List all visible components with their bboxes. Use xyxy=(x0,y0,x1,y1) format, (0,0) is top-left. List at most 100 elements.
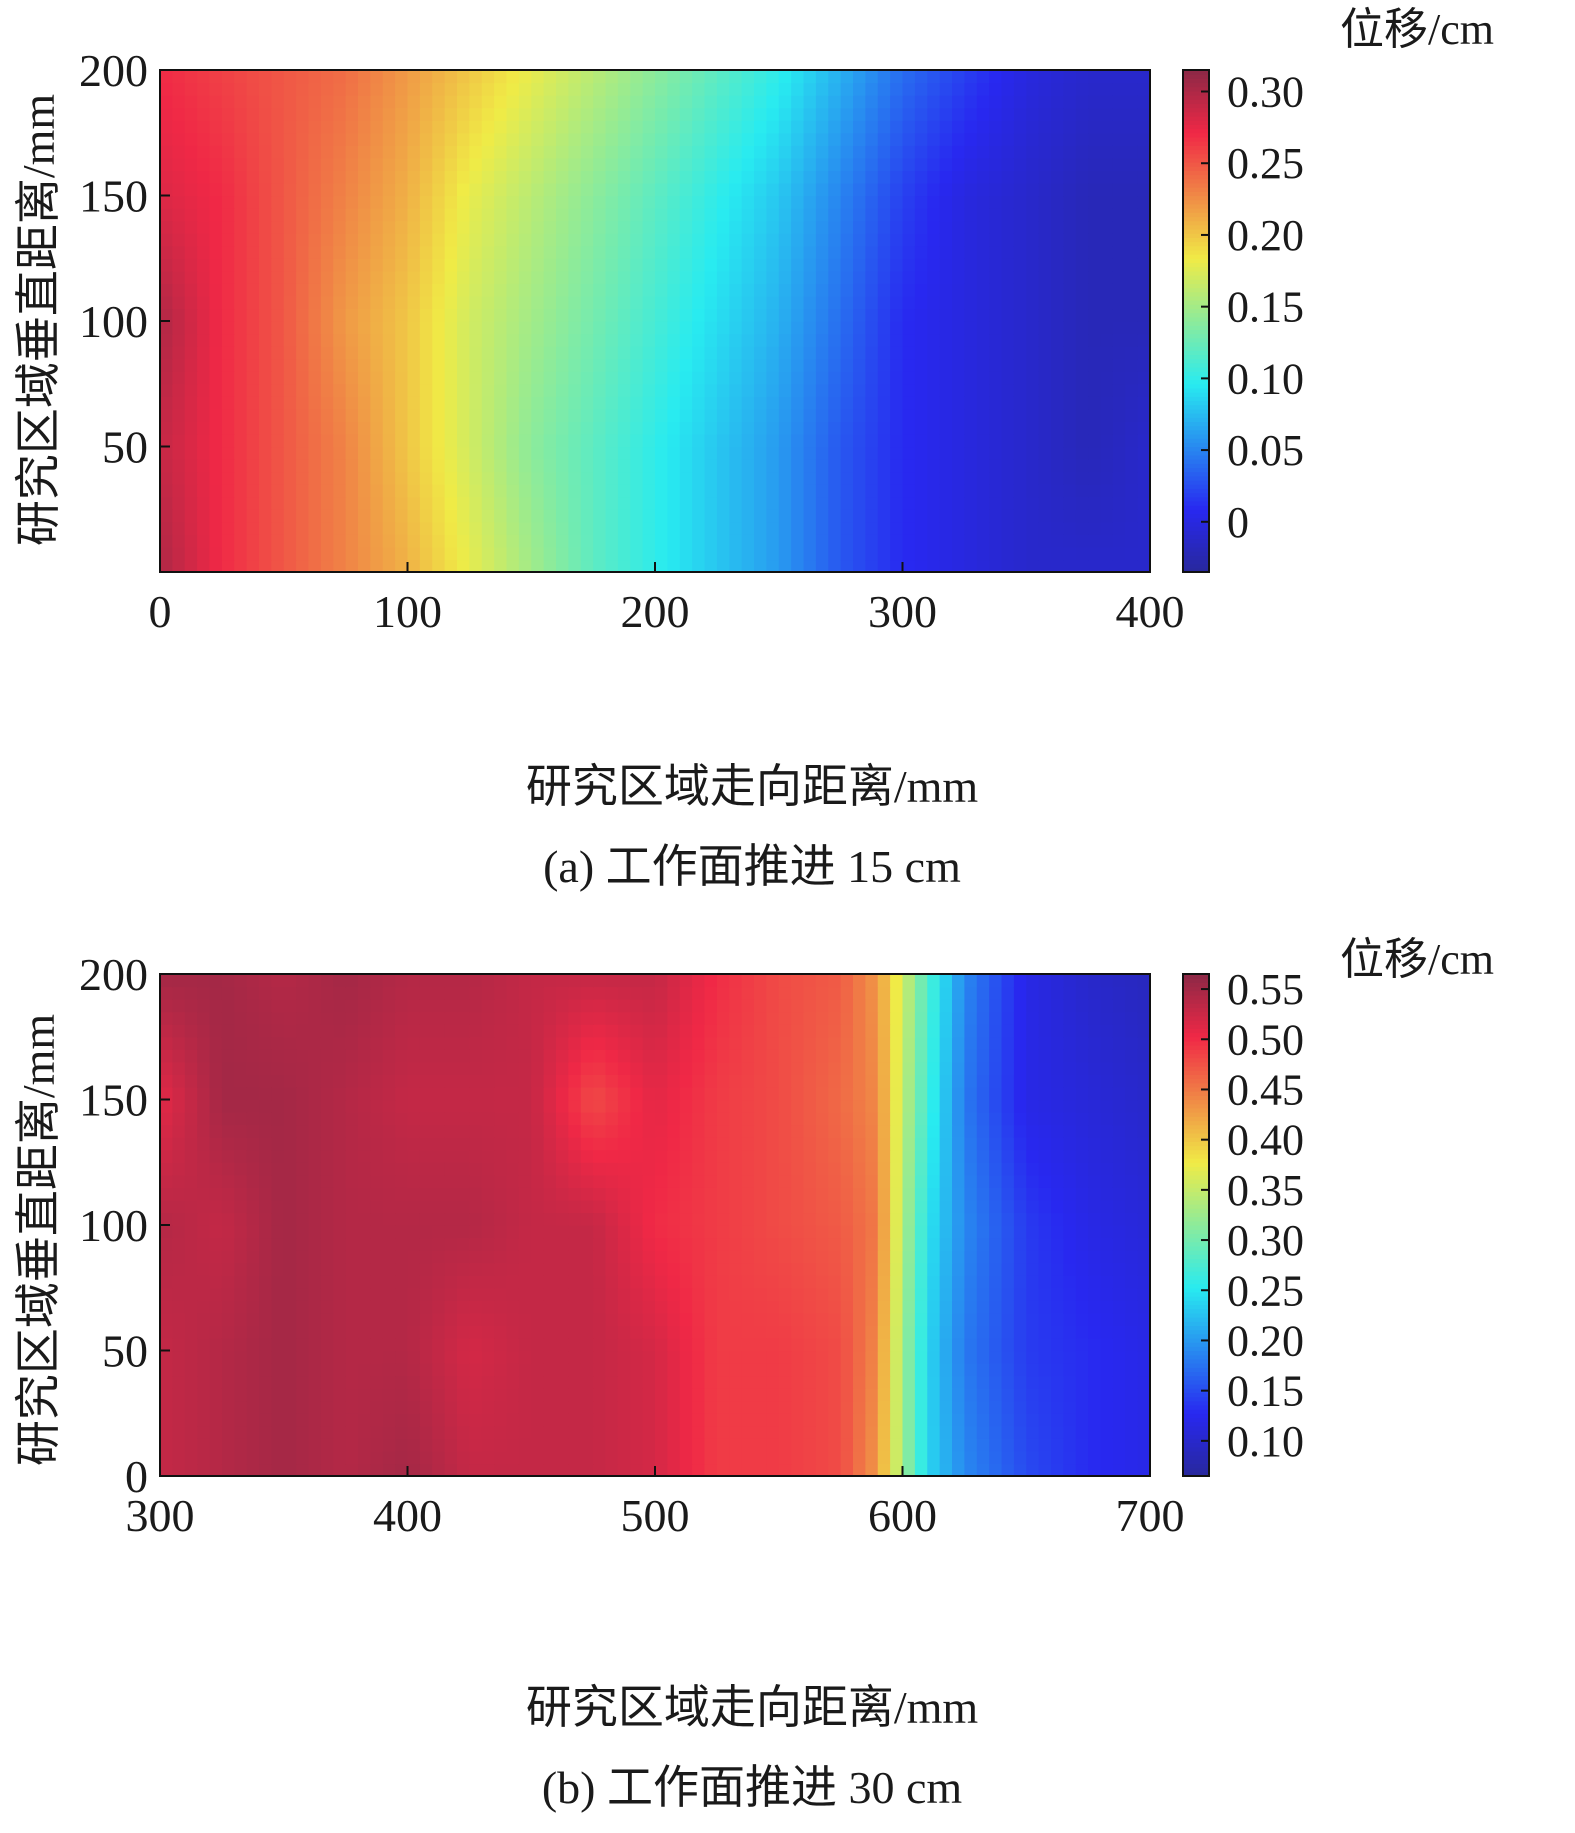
heatmap-cell xyxy=(828,408,842,422)
heatmap-cell xyxy=(469,1237,483,1251)
heatmap-cell xyxy=(766,321,780,335)
heatmap-cell xyxy=(184,220,198,234)
heatmap-cell xyxy=(815,1275,829,1289)
heatmap-cell xyxy=(1051,208,1064,222)
heatmap-cell xyxy=(296,371,310,385)
heatmap-cell xyxy=(667,484,681,498)
heatmap-cell xyxy=(754,157,767,171)
heatmap-cell xyxy=(234,484,248,498)
heatmap-cell xyxy=(828,1237,842,1251)
heatmap-cell xyxy=(692,308,706,322)
colorbar-step xyxy=(1183,90,1209,96)
heatmap-cell xyxy=(1051,1300,1064,1314)
heatmap-cell xyxy=(1137,1375,1151,1389)
heatmap-cell xyxy=(716,408,730,422)
heatmap-cell xyxy=(716,1312,730,1326)
heatmap-cell xyxy=(518,1388,532,1402)
heatmap-cell xyxy=(419,145,433,159)
heatmap-cell xyxy=(518,270,532,284)
heatmap-cell xyxy=(952,220,965,234)
heatmap-cell xyxy=(1051,546,1064,561)
heatmap-cell xyxy=(419,1287,433,1301)
heatmap-cell xyxy=(927,107,941,121)
heatmap-cell xyxy=(234,1337,248,1352)
heatmap-cell xyxy=(853,170,866,184)
heatmap-cell xyxy=(494,509,508,523)
heatmap-cell xyxy=(964,1262,978,1276)
heatmap-cell xyxy=(543,1287,557,1301)
heatmap-cell xyxy=(494,220,508,234)
heatmap-cell xyxy=(320,170,334,184)
heatmap-cell xyxy=(1063,333,1077,347)
heatmap-cell xyxy=(1125,396,1139,410)
heatmap-cell xyxy=(1013,333,1027,347)
heatmap-cell xyxy=(865,270,879,284)
heatmap-cell xyxy=(395,1350,409,1364)
heatmap-cell xyxy=(828,433,842,448)
heatmap-cell xyxy=(803,1300,817,1314)
heatmap-cell xyxy=(952,358,965,372)
heatmap-cell xyxy=(927,1287,941,1301)
heatmap-cell xyxy=(890,82,904,96)
heatmap-cell xyxy=(259,1250,272,1264)
heatmap-cell xyxy=(1075,1375,1089,1389)
heatmap-cell xyxy=(209,1312,223,1326)
heatmap-cell xyxy=(444,208,458,222)
heatmap-cell xyxy=(518,107,532,121)
heatmap-cell xyxy=(221,1300,235,1314)
heatmap-cell xyxy=(729,1425,743,1439)
heatmap-cell xyxy=(172,371,186,385)
heatmap-cell xyxy=(296,1438,310,1452)
heatmap-cell xyxy=(1088,496,1102,510)
heatmap-cell xyxy=(358,245,371,259)
heatmap-cell xyxy=(568,270,582,284)
heatmap-cell xyxy=(914,484,928,498)
heatmap-cell xyxy=(1112,484,1126,498)
heatmap-cell xyxy=(506,546,520,561)
heatmap-cell xyxy=(246,383,260,397)
heatmap-cell xyxy=(605,358,619,372)
heatmap-cell xyxy=(989,82,1003,96)
heatmap-cell xyxy=(914,182,928,197)
heatmap-cell xyxy=(518,308,532,322)
heatmap-cell xyxy=(506,346,520,360)
heatmap-cell xyxy=(939,295,953,310)
heatmap-cell xyxy=(172,157,186,171)
heatmap-cell xyxy=(952,308,965,322)
heatmap-cell xyxy=(160,471,173,485)
heatmap-cell xyxy=(902,1300,916,1314)
heatmap-cell xyxy=(828,1287,842,1301)
heatmap-cell xyxy=(902,1438,916,1452)
heatmap-cell xyxy=(1001,270,1015,284)
heatmap-cell xyxy=(432,358,446,372)
heatmap-cell xyxy=(1013,1375,1027,1389)
heatmap-cell xyxy=(407,1363,421,1377)
heatmap-cell xyxy=(729,95,743,109)
heatmap-cell xyxy=(803,1237,817,1251)
heatmap-cell xyxy=(667,95,681,109)
heatmap-cell xyxy=(382,295,396,310)
heatmap-cell xyxy=(457,295,470,310)
heatmap-cell xyxy=(815,521,829,535)
heatmap-cell xyxy=(556,195,569,209)
heatmap-cell xyxy=(828,1337,842,1352)
heatmap-cell xyxy=(345,95,359,109)
heatmap-cell xyxy=(1063,484,1077,498)
heatmap-cell xyxy=(840,233,854,247)
heatmap-cell xyxy=(469,383,483,397)
heatmap-cell xyxy=(444,396,458,410)
heatmap-cell xyxy=(370,559,384,573)
heatmap-cell xyxy=(1100,1250,1114,1264)
heatmap-cell xyxy=(890,421,904,435)
heatmap-cell xyxy=(197,70,211,84)
heatmap-cell xyxy=(605,1312,619,1326)
heatmap-cell xyxy=(296,245,310,259)
heatmap-cell xyxy=(209,459,223,473)
heatmap-cell xyxy=(543,1400,557,1414)
heatmap-cell xyxy=(543,283,557,297)
heatmap-cell xyxy=(1112,1350,1126,1364)
heatmap-cell xyxy=(877,308,891,322)
heatmap-cell xyxy=(568,459,582,473)
heatmap-cell xyxy=(494,1425,508,1439)
heatmap-cell xyxy=(617,1400,631,1414)
